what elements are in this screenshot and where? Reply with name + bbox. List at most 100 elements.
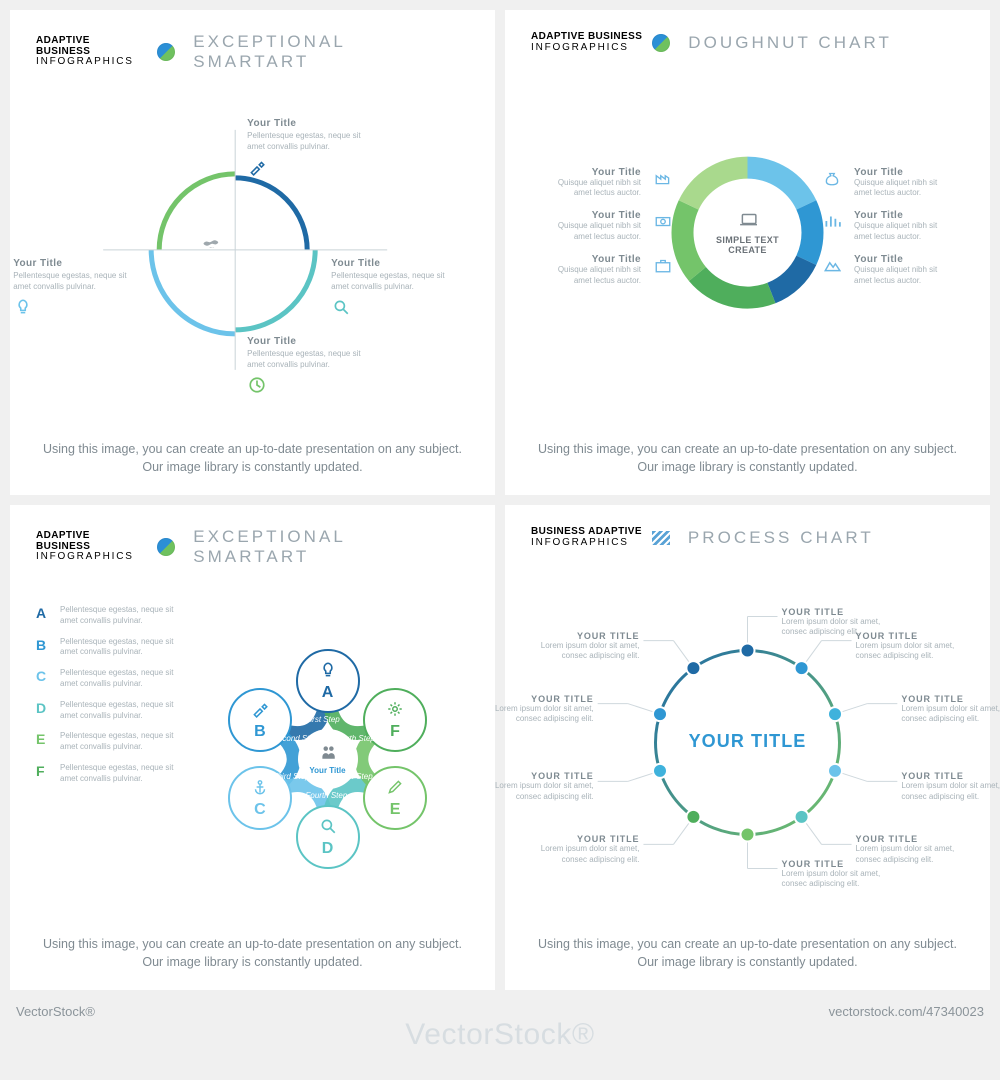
hex-diagram: Your TitleAFirst StepBSecond StepCThird … (186, 575, 469, 929)
item-title: Your Title (854, 210, 949, 221)
callout-title: Your Title (13, 258, 143, 269)
legend-letter: C (36, 668, 50, 684)
callout-body: Pellentesque egestas, neque sit amet con… (331, 271, 461, 293)
node-letter: B (254, 723, 266, 741)
hex-cycle-chart: APellentesque egestas, neque sit amet co… (36, 575, 469, 929)
label-title: YOUR TITLE (529, 834, 639, 844)
attribution-right: vectorstock.com/47340023 (829, 1004, 984, 1019)
quadrant-chart: Your Title Pellentesque egestas, neque si… (36, 80, 469, 434)
panel-title: Doughnut Chart (688, 33, 892, 53)
center-label: SIMPLE TEXTCREATE (716, 235, 779, 255)
attribution-bar: VectorStock® vectorstock.com/47340023 (10, 990, 990, 1019)
doughnut-chart: SIMPLE TEXTCREATEYour TitleQuisque aliqu… (531, 61, 964, 434)
item-body: Quisque aliquet nibh sit amet lectus auc… (854, 221, 949, 243)
item-body: Quisque aliquet nibh sit amet lectus auc… (546, 178, 641, 200)
node-letter: D (322, 840, 334, 858)
bulb-icon (319, 661, 337, 684)
gear-icon (386, 700, 404, 723)
moneybag-icon (818, 167, 846, 189)
brand-label: BUSINESS ADAPTIVE INFOGRAPHICS (531, 527, 642, 548)
infographic-grid: ADAPTIVE BUSINESS INFOGRAPHICS Exception… (10, 10, 990, 990)
node-letter: C (254, 801, 266, 819)
cash-icon (649, 210, 677, 232)
item-body: Quisque aliquet nibh sit amet lectus auc… (546, 221, 641, 243)
item-title: Your Title (854, 167, 949, 178)
side-col-left: Your TitleQuisque aliquet nibh sit amet … (537, 167, 677, 298)
label-body: Lorem ipsum dolor sit amet, consec adipi… (782, 869, 892, 891)
briefcase-icon (649, 254, 677, 276)
side-item: Your TitleQuisque aliquet nibh sit amet … (818, 167, 958, 200)
legend-text: Pellentesque egestas, neque sit amet con… (60, 605, 180, 627)
panel-header: ADAPTIVE BUSINESS INFOGRAPHICS Exception… (36, 32, 469, 72)
tools-icon (247, 157, 267, 177)
legend-letter: E (36, 731, 50, 747)
people-icon (319, 743, 337, 766)
process-label: YOUR TITLELorem ipsum dolor sit amet, co… (529, 834, 639, 866)
brand-top: ADAPTIVE BUSINESS (531, 31, 642, 42)
doughnut-center: SIMPLE TEXTCREATE (698, 183, 798, 283)
watermark: VectorStock® (0, 1018, 1000, 1052)
logo-icon (652, 531, 670, 545)
panel-footer: Using this image, you can create an up-t… (36, 440, 469, 478)
bulb-icon (13, 297, 33, 317)
step-label: Fourth Step (306, 791, 348, 800)
logo-icon (157, 43, 175, 61)
anchor-icon (251, 778, 269, 801)
legend-row: APellentesque egestas, neque sit amet co… (36, 605, 186, 627)
label-body: Lorem ipsum dolor sit amet, consec adipi… (529, 641, 639, 663)
center-title: YOUR TITLE (678, 731, 818, 752)
item-title: Your Title (546, 210, 641, 221)
label-title: YOUR TITLE (782, 607, 892, 617)
callout-right: Your Title Pellentesque egestas, neque si… (331, 258, 461, 321)
step-label: First Step (306, 715, 340, 724)
legend-letter: B (36, 637, 50, 653)
process-label: YOUR TITLELorem ipsum dolor sit amet, co… (856, 631, 966, 663)
brand-bottom: INFOGRAPHICS (531, 43, 642, 54)
brand-top: ADAPTIVE BUSINESS (36, 530, 90, 552)
label-title: YOUR TITLE (856, 631, 966, 641)
label-body: Lorem ipsum dolor sit amet, consec adipi… (484, 781, 594, 803)
label-body: Lorem ipsum dolor sit amet, consec adipi… (856, 641, 966, 663)
process-label: YOUR TITLELorem ipsum dolor sit amet, co… (484, 771, 594, 803)
panel-title: Exceptional Smartart (193, 32, 469, 72)
attribution-left: VectorStock® (16, 1004, 95, 1019)
legend-row: F Pellentesque egestas, neque sit amet co… (36, 763, 186, 785)
item-title: Your Title (854, 254, 949, 265)
callout-bottom: Your Title Pellentesque egestas, neque si… (247, 336, 377, 399)
process-label: YOUR TITLELorem ipsum dolor sit amet, co… (901, 694, 1000, 726)
panel-header: ADAPTIVE BUSINESS INFOGRAPHICS Exception… (36, 527, 469, 567)
legend-text: Pellentesque egestas, neque sit amet con… (60, 700, 180, 722)
side-item: Your TitleQuisque aliquet nibh sit amet … (818, 254, 958, 287)
process-chart: YOUR TITLEYOUR TITLELorem ipsum dolor si… (531, 556, 964, 929)
step-label: Third Step (273, 772, 310, 781)
callout-body: Pellentesque egestas, neque sit amet con… (247, 349, 377, 371)
side-item: Your TitleQuisque aliquet nibh sit amet … (537, 167, 677, 200)
clock-icon (247, 375, 267, 395)
label-title: YOUR TITLE (484, 694, 594, 704)
search-icon (331, 297, 351, 317)
callout-left: Your Title Pellentesque egestas, neque si… (13, 258, 143, 321)
legend-row: EPellentesque egestas, neque sit amet co… (36, 731, 186, 753)
side-col-right: Your TitleQuisque aliquet nibh sit amet … (818, 167, 958, 298)
item-body: Quisque aliquet nibh sit amet lectus auc… (546, 265, 641, 287)
callout-title: Your Title (247, 336, 377, 347)
label-body: Lorem ipsum dolor sit amet, consec adipi… (529, 844, 639, 866)
step-label: Fifth Step (338, 772, 372, 781)
callout-body: Pellentesque egestas, neque sit amet con… (13, 271, 143, 293)
process-label: YOUR TITLELorem ipsum dolor sit amet, co… (529, 631, 639, 663)
search-icon (319, 817, 337, 840)
process-label: YOUR TITLELorem ipsum dolor sit amet, co… (782, 859, 892, 891)
world-map-icon (203, 234, 221, 257)
brand-bottom: INFOGRAPHICS (36, 57, 147, 68)
panel-smartart-quadrant: ADAPTIVE BUSINESS INFOGRAPHICS Exception… (10, 10, 495, 495)
panel-title: Process Chart (688, 528, 874, 548)
panel-process-circle: BUSINESS ADAPTIVE INFOGRAPHICS Process C… (505, 505, 990, 990)
label-title: YOUR TITLE (484, 771, 594, 781)
factory-icon (649, 167, 677, 189)
item-body: Quisque aliquet nibh sit amet lectus auc… (854, 178, 949, 200)
legend-text: Pellentesque egestas, neque sit amet con… (60, 763, 180, 785)
panel-doughnut: ADAPTIVE BUSINESS INFOGRAPHICS Doughnut … (505, 10, 990, 495)
label-body: Lorem ipsum dolor sit amet, consec adipi… (484, 704, 594, 726)
callout-title: Your Title (331, 258, 461, 269)
legend-letter: F (36, 763, 50, 779)
